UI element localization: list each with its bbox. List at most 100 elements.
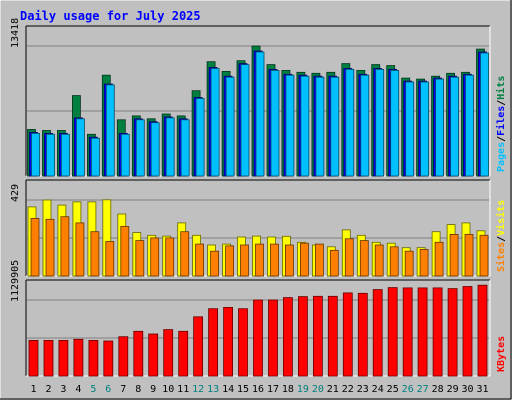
day-label-12: 12 <box>192 384 204 395</box>
bar-kbytes-day-21 <box>327 295 338 377</box>
bar-kbytes-day-23 <box>357 292 368 377</box>
day-label-25: 25 <box>387 384 399 395</box>
bar-sites-day-6 <box>105 241 115 277</box>
bar-sites-day-4 <box>75 222 85 277</box>
bar-sites-day-28 <box>434 241 444 277</box>
bar-pages-day-30 <box>465 74 474 177</box>
day-label-8: 8 <box>135 384 141 395</box>
bar-pages-day-1 <box>31 132 40 177</box>
bar-kbytes-day-15 <box>238 308 248 377</box>
series-pages <box>31 51 489 177</box>
day-label-29: 29 <box>447 384 459 395</box>
bar-pages-day-9 <box>150 122 160 177</box>
day-label-20: 20 <box>312 384 324 395</box>
bar-sites-day-20 <box>314 243 324 277</box>
bar-kbytes-day-7 <box>118 336 129 377</box>
legend-item: Sites <box>495 242 507 272</box>
bar-sites-day-25 <box>389 246 399 277</box>
bar-kbytes-day-12 <box>193 316 204 377</box>
series-kbytes <box>28 284 488 377</box>
bar-kbytes-day-4 <box>73 338 84 377</box>
bar-pages-day-20 <box>315 76 325 177</box>
bar-sites-day-30 <box>464 233 474 277</box>
panel-legend: KBytes <box>496 336 507 372</box>
bar-pages-day-27 <box>420 81 430 177</box>
bar-kbytes-day-27 <box>417 287 428 377</box>
y-max-label: 13418 <box>10 18 21 48</box>
day-label-24: 24 <box>372 384 384 395</box>
y-max-label: 1129905 <box>10 260 21 302</box>
day-label-31: 31 <box>476 384 488 395</box>
bar-sites-day-18 <box>284 244 294 277</box>
bar-kbytes-day-13 <box>208 308 219 377</box>
bar-sites-day-8 <box>135 240 145 277</box>
bar-sites-day-22 <box>344 238 354 277</box>
bar-pages-day-6 <box>105 84 115 177</box>
bar-sites-day-11 <box>180 231 190 277</box>
day-label-3: 3 <box>60 384 66 395</box>
legend-item: KBytes <box>496 336 507 372</box>
panel-legend: Pages/Files/Hits <box>495 76 507 172</box>
day-label-21: 21 <box>327 384 339 395</box>
day-label-19: 19 <box>297 384 309 395</box>
bar-kbytes-day-28 <box>432 287 443 377</box>
day-label-11: 11 <box>177 384 189 395</box>
bar-kbytes-day-6 <box>103 340 114 377</box>
bar-sites-day-23 <box>359 240 369 277</box>
y-max-label: 429 <box>10 184 21 202</box>
panel-pages-files-hits: 13418 Pages/Files/Hits <box>10 18 507 177</box>
bar-kbytes-day-8 <box>133 330 144 377</box>
bar-pages-day-3 <box>61 133 70 177</box>
bar-kbytes-day-30 <box>462 286 473 377</box>
bar-pages-day-17 <box>270 70 280 177</box>
bar-pages-day-26 <box>405 81 415 177</box>
bar-kbytes-day-5 <box>88 339 99 377</box>
bar-kbytes-day-11 <box>178 330 189 377</box>
bar-sites-day-13 <box>210 250 220 277</box>
day-label-27: 27 <box>417 384 429 395</box>
bar-pages-day-10 <box>165 117 175 177</box>
bar-pages-day-7 <box>120 133 130 177</box>
day-label-23: 23 <box>357 384 369 395</box>
bar-sites-day-15 <box>240 244 249 277</box>
bar-kbytes-day-25 <box>387 287 398 377</box>
legend-item: / <box>496 100 507 106</box>
bar-pages-day-24 <box>375 69 385 177</box>
day-label-17: 17 <box>267 384 279 395</box>
bar-kbytes-day-2 <box>43 339 54 377</box>
day-label-26: 26 <box>402 384 414 395</box>
bar-kbytes-day-18 <box>282 297 293 377</box>
bar-pages-day-11 <box>180 119 190 177</box>
bar-sites-day-9 <box>150 237 160 277</box>
bar-sites-day-21 <box>329 249 339 277</box>
bar-pages-day-25 <box>390 70 400 177</box>
bar-kbytes-day-29 <box>447 288 458 377</box>
bar-kbytes-day-9 <box>148 333 159 377</box>
bar-pages-day-4 <box>76 118 85 177</box>
day-label-28: 28 <box>432 384 444 395</box>
chart-panels: 13418Pages/Files/Hits429Sites/Visits1129… <box>10 18 507 377</box>
bar-kbytes-day-17 <box>268 299 278 377</box>
bar-sites-day-17 <box>270 243 279 277</box>
bar-sites-day-2 <box>45 218 55 277</box>
bar-kbytes-day-3 <box>58 339 69 377</box>
bar-sites-day-5 <box>90 231 100 277</box>
legend-item: / <box>496 236 507 242</box>
panel-legend: Sites/Visits <box>495 200 507 272</box>
bar-pages-day-2 <box>46 133 55 177</box>
panel-kbytes: 1129905 KBytes <box>10 260 507 377</box>
bar-pages-day-12 <box>195 98 205 177</box>
bar-sites-day-3 <box>60 216 70 277</box>
panel-sites-visits: 429 Sites/Visits <box>10 179 507 277</box>
day-label-30: 30 <box>461 384 473 395</box>
bar-pages-day-23 <box>360 74 370 177</box>
bar-sites-day-26 <box>404 250 414 277</box>
day-label-10: 10 <box>162 384 174 395</box>
bar-sites-day-29 <box>449 233 459 277</box>
day-label-15: 15 <box>237 384 249 395</box>
bar-sites-day-16 <box>255 243 264 277</box>
bar-sites-day-31 <box>479 234 489 277</box>
bar-sites-day-14 <box>225 245 235 277</box>
bar-kbytes-day-16 <box>253 299 263 377</box>
legend-item: Hits <box>495 76 507 100</box>
